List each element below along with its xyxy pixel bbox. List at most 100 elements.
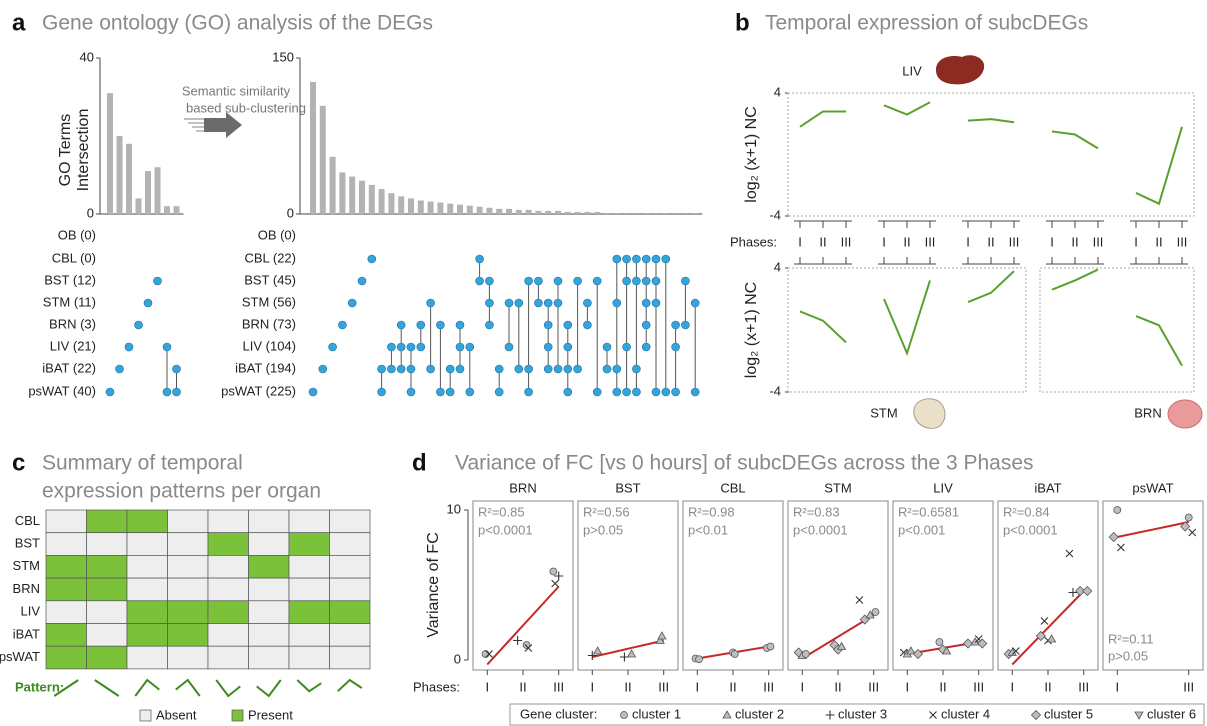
point [1113,506,1122,514]
panel-title: Temporal expression of subcDEGs [765,12,1088,35]
point [836,641,847,650]
pattern-glyph [296,679,322,693]
set-dot [592,387,602,397]
set-label: iBAT (22) [42,360,96,375]
legend-label: cluster 6 [1147,706,1196,721]
legend-label: cluster 4 [941,706,990,721]
set-dot [553,298,563,308]
group-box [1039,267,1195,393]
set-label: BRN (73) [242,316,296,331]
cell [126,645,168,670]
x-tick-label: I [1010,679,1014,694]
set-dot [543,364,553,374]
point [592,646,603,655]
point [935,638,944,646]
pattern-glyph [215,679,241,698]
set-dot [583,298,592,308]
set-dot [534,276,543,286]
panel-letter: c [12,449,25,476]
x-tick-label: III [658,679,669,694]
cell [45,509,87,534]
panel-title: Gene ontology (GO) analysis of the DEGs [42,12,433,35]
cell [207,532,249,556]
set-dot [563,387,573,397]
set-dot [172,364,181,374]
bar [447,203,454,214]
y-axis-label: Intersection [75,109,92,192]
x-tick-label: II [834,679,841,694]
set-dot [632,364,641,374]
set-dot [377,387,386,397]
expression-line [883,280,931,357]
set-dot [690,298,700,308]
bar [349,176,356,214]
stat-text: p>0.05 [583,522,623,537]
point [626,649,637,658]
set-dot [396,342,406,352]
point [855,596,864,604]
set-dot [485,276,494,286]
stat-text: R²=0.83 [793,504,840,519]
cell [86,623,128,647]
panel-title: expression patterns per organ [42,480,321,503]
set-dot [671,342,680,352]
cell [288,509,330,534]
x-tick-label: II [903,234,910,249]
cell [167,509,209,534]
x-tick-label: II [1071,234,1078,249]
set-label: psWAT (40) [28,383,96,398]
cell [207,509,249,534]
bar [378,189,385,214]
y-tick-label: 0 [454,651,461,666]
point [970,637,980,646]
set-dot [543,342,553,352]
y-tick-label: 4 [774,84,781,99]
set-dot [641,298,651,308]
cell [329,577,371,602]
cell [126,555,168,579]
set-dot [124,342,134,352]
cell [167,555,209,579]
point [1065,549,1074,558]
set-label: OB (0) [58,227,96,242]
x-tick-label: III [553,679,564,694]
set-dot [612,364,622,374]
point [1082,585,1093,597]
expression-line [1135,126,1183,206]
cell [207,600,249,624]
stat-text: R²=0.56 [583,504,630,519]
cell [288,555,330,579]
set-dot [553,276,563,286]
pattern-glyph [337,678,363,692]
set-dot [387,364,396,374]
cell [45,555,87,579]
bar [594,211,601,214]
set-dot [494,364,504,374]
set-dot [524,364,533,374]
set-dot [436,320,445,330]
set-dot [651,387,661,397]
cell [288,577,330,602]
cell [288,600,330,624]
set-dot [632,276,641,286]
cell [126,623,168,647]
set-dot [485,320,494,330]
set-label: CBL (0) [52,250,96,265]
bar [457,204,463,214]
set-dot [671,320,680,330]
y-tick-label: 4 [774,259,781,274]
bar [173,206,180,214]
set-dot [396,364,406,374]
expression-line [1051,268,1099,291]
set-dot [475,254,484,264]
x-tick-label: III [1078,679,1089,694]
point [977,638,988,649]
annotation: Semantic similarity [182,83,291,98]
cell [207,555,249,579]
point [1188,528,1197,537]
pattern-glyph [175,678,201,697]
bar [525,209,532,214]
point [554,571,564,581]
set-dot [641,320,651,330]
set-dot [162,387,172,397]
